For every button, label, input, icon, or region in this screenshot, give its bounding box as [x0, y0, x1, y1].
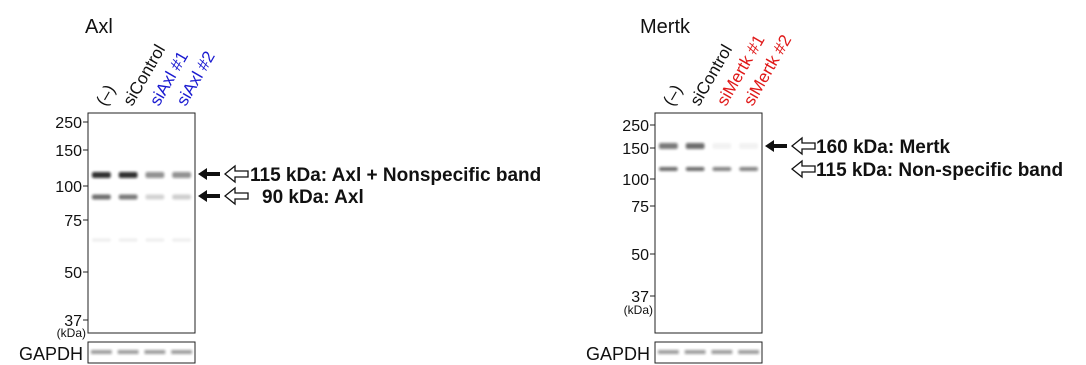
band — [686, 143, 705, 149]
unit-label: (kDa) — [624, 303, 653, 317]
band — [92, 239, 111, 242]
marker-label: 50 — [64, 265, 82, 282]
band — [119, 239, 138, 242]
band — [739, 143, 758, 149]
band — [92, 195, 111, 200]
open-arrow — [792, 138, 815, 154]
loading-label: GAPDH — [586, 344, 650, 364]
band — [172, 239, 191, 242]
band — [146, 172, 165, 178]
lane-label: (–) — [659, 82, 686, 109]
band — [713, 167, 732, 171]
marker-label: 75 — [631, 199, 649, 216]
marker-label: 250 — [55, 115, 82, 132]
panel-title: Mertk — [640, 16, 691, 38]
band-annotation: 90 kDa: Axl — [262, 187, 364, 208]
open-arrow — [225, 166, 248, 182]
band — [712, 350, 733, 354]
band-annotation: 115 kDa: Axl + Nonspecific band — [250, 165, 541, 186]
unit-label: (kDa) — [57, 326, 86, 340]
marker-label: 150 — [55, 143, 82, 160]
marker-label: 100 — [55, 179, 82, 196]
band — [119, 195, 138, 200]
filled-arrow — [765, 140, 787, 152]
loading-label: GAPDH — [19, 344, 83, 364]
marker-label: 100 — [622, 172, 649, 189]
filled-arrow — [198, 168, 220, 180]
open-arrow — [792, 161, 815, 177]
figure: Axl(–)siControlsiAxl #1siAxl #2250150100… — [0, 0, 1086, 365]
band — [146, 239, 165, 242]
band — [686, 167, 705, 171]
band — [118, 350, 139, 354]
panel-title: Axl — [85, 16, 113, 38]
band — [145, 350, 166, 354]
band — [659, 143, 678, 149]
band-annotation: 115 kDa: Non-specific band — [816, 160, 1063, 181]
band — [713, 143, 732, 149]
band — [659, 167, 678, 171]
lane-label: (–) — [92, 82, 119, 109]
band — [685, 350, 706, 354]
marker-label: 50 — [631, 247, 649, 264]
marker-label: 75 — [64, 213, 82, 230]
band — [172, 195, 191, 200]
band — [91, 350, 112, 354]
band — [171, 350, 192, 354]
band — [92, 172, 111, 178]
open-arrow — [225, 188, 248, 204]
band — [739, 167, 758, 171]
band-annotation: 160 kDa: Mertk — [816, 137, 951, 158]
filled-arrow — [198, 190, 220, 202]
blot-membrane — [88, 113, 195, 333]
band — [172, 172, 191, 178]
marker-label: 250 — [622, 118, 649, 135]
band — [119, 172, 138, 178]
band — [738, 350, 759, 354]
band — [658, 350, 679, 354]
band — [146, 195, 165, 200]
marker-label: 150 — [622, 141, 649, 158]
